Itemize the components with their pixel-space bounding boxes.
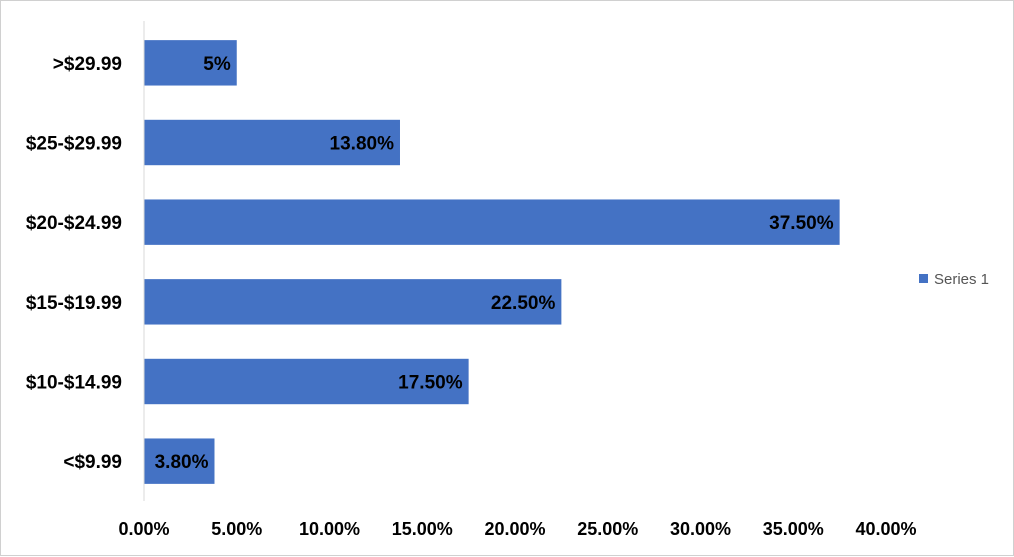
data-label: 3.80% <box>155 452 209 473</box>
bar <box>144 199 840 245</box>
bar <box>144 40 237 86</box>
x-tick-label: 30.00% <box>670 519 731 539</box>
x-tick-label: 35.00% <box>763 519 824 539</box>
x-tick-label: 40.00% <box>855 519 916 539</box>
x-tick-label: 15.00% <box>392 519 453 539</box>
data-labels-group: 5% 13.80% 37.50% 22.50% 17.50% 3.80% <box>155 54 834 473</box>
data-label: 17.50% <box>398 373 463 394</box>
data-label: 37.50% <box>769 213 834 234</box>
value-axis-ticks: 0.00% 5.00% 10.00% 15.00% 20.00% 25.00% 30.00%… <box>118 519 916 539</box>
bar <box>144 119 400 166</box>
category-label: $10-$14.99 <box>26 373 122 394</box>
data-label: 5% <box>203 54 231 75</box>
x-tick-label: 5.00% <box>211 519 262 539</box>
data-label: 22.50% <box>491 293 556 314</box>
bars-group <box>144 40 840 484</box>
category-label: <$9.99 <box>63 452 122 473</box>
bar <box>144 438 215 484</box>
category-label: $20-$24.99 <box>26 213 122 234</box>
category-label: >$29.99 <box>53 54 122 75</box>
category-label: $15-$19.99 <box>26 293 122 314</box>
x-tick-label: 10.00% <box>299 519 360 539</box>
data-label: 13.80% <box>330 134 395 155</box>
x-tick-label: 20.00% <box>484 519 545 539</box>
category-label: $25-$29.99 <box>26 134 122 155</box>
legend: Series 1 <box>919 271 989 288</box>
legend-label: Series 1 <box>934 271 989 288</box>
x-tick-label: 25.00% <box>577 519 638 539</box>
category-axis-labels: >$29.99 $25-$29.99 $20-$24.99 $15-$19.99 $10… <box>26 54 122 473</box>
bar <box>144 279 562 325</box>
legend-swatch <box>919 274 928 283</box>
bar <box>144 358 469 405</box>
x-tick-label: 0.00% <box>118 519 169 539</box>
